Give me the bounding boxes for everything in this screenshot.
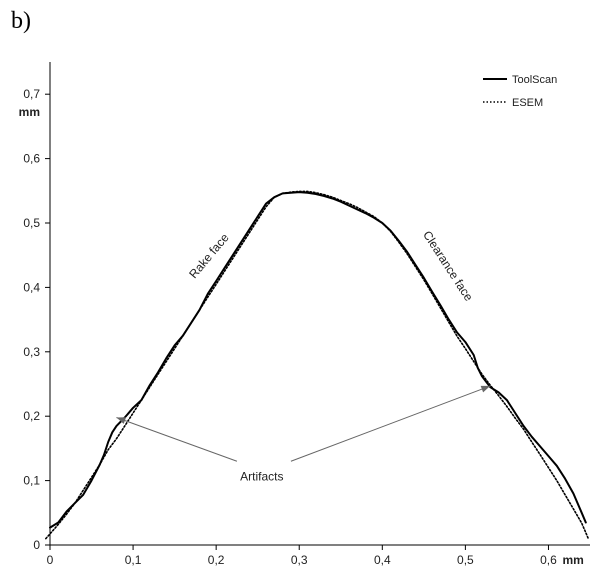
chart-axes	[49, 62, 590, 546]
y-tick-label: 0,6	[23, 152, 40, 166]
annotation-arrows	[116, 385, 491, 462]
y-tick-label: 0	[33, 538, 40, 552]
annotation-arrow-line	[116, 417, 238, 462]
y-axis-unit: mm	[19, 105, 40, 119]
y-tick-label: 0,7	[23, 87, 40, 101]
y-tick-label: 0,1	[23, 474, 40, 488]
x-tick-label: 0	[47, 553, 54, 567]
panel-label: b)	[11, 8, 31, 34]
y-tick-label: 0,5	[23, 216, 40, 230]
x-tick-label: 0,1	[125, 553, 142, 567]
annotation-artifacts: Artifacts	[240, 470, 283, 484]
legend: ToolScan ESEM	[483, 74, 557, 109]
series-group	[45, 190, 590, 540]
annotation-rake-face: Rake face	[186, 230, 232, 281]
x-tick-label: 0,5	[457, 553, 474, 567]
x-tick-label: 0,4	[374, 553, 391, 567]
annotation-arrow-head	[480, 385, 491, 393]
series-line-toolscan	[49, 191, 587, 529]
legend-label-toolscan: ToolScan	[512, 74, 557, 86]
x-tick-label: 0,6	[540, 553, 557, 567]
y-tick-label: 0,2	[23, 409, 40, 423]
x-axis-unit: mm	[562, 553, 583, 567]
y-tick-label: 0,4	[23, 280, 40, 294]
y-tick-label: 0,3	[23, 345, 40, 359]
x-tick-label: 0,3	[291, 553, 308, 567]
annotation-arrow-head	[116, 417, 127, 424]
annotation-group: Rake face Clearance face Artifacts	[186, 228, 476, 483]
x-tick-label: 0,2	[208, 553, 225, 567]
legend-label-esem: ESEM	[512, 97, 543, 109]
annotation-clearance-face: Clearance face	[420, 228, 476, 304]
annotation-arrow-line	[290, 385, 491, 462]
tick-group: 0 0,1 0,2 0,3 0,4 0,5 0,6 0,7 0 0,1 0,2 0,3 0,4 0,5 0,…	[23, 87, 557, 567]
series-line-esem	[45, 190, 590, 540]
